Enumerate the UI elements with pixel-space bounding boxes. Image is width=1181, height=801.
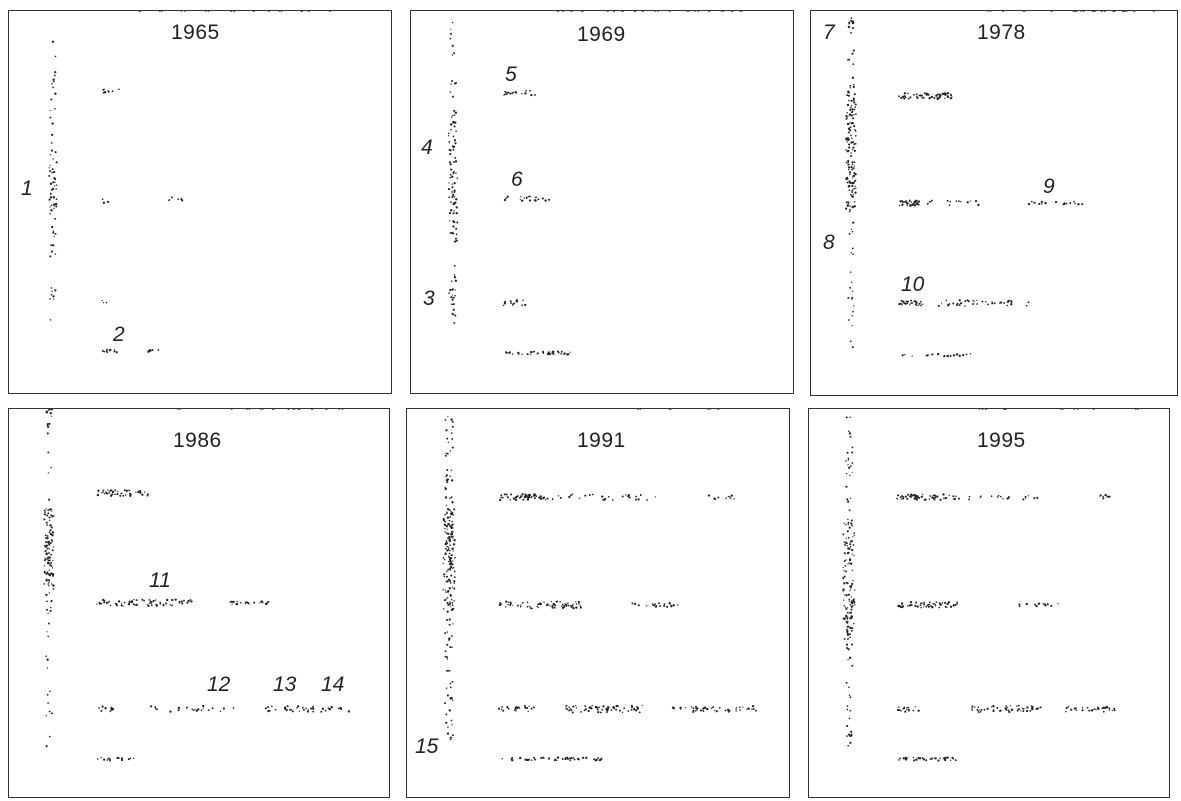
panel-year: 1986 [173, 429, 222, 452]
scatter-1969 [447, 11, 743, 356]
panel-year: 1978 [977, 21, 1026, 44]
panel-1995: 1995 [808, 408, 1170, 798]
cluster-label: 5 [505, 63, 517, 86]
panel-year: 1969 [577, 23, 626, 46]
panel-1991: 1991 15 [406, 408, 790, 798]
panel-1965: 1965 1 2 [8, 10, 392, 394]
cluster-label: 10 [901, 273, 925, 296]
panel-1986: 1986 11 12 13 14 [8, 408, 390, 798]
scatter-1965 [48, 11, 331, 354]
cluster-label: 2 [113, 323, 125, 346]
cluster-label: 1 [21, 177, 33, 200]
panel-1978: 1978 7 9 8 10 [810, 10, 1178, 396]
cluster-label: 7 [823, 21, 835, 44]
cluster-label: 9 [1043, 175, 1055, 198]
cluster-label: 13 [273, 673, 297, 696]
scatter-1978 [844, 11, 1155, 358]
cluster-label: 8 [823, 231, 835, 254]
cluster-label: 15 [415, 735, 439, 758]
panel-year: 1965 [171, 21, 220, 44]
scatter-1986 [43, 409, 351, 762]
scatter-1995 [842, 409, 1139, 762]
cluster-label: 12 [207, 673, 231, 696]
panel-year: 1995 [977, 429, 1026, 452]
cluster-label: 14 [321, 673, 345, 696]
panel-1969: 1969 5 4 6 3 [410, 10, 794, 394]
cluster-label: 11 [149, 569, 171, 592]
panel-year: 1991 [577, 429, 626, 452]
cluster-label: 4 [421, 136, 433, 159]
scatter-1991 [442, 409, 757, 762]
cluster-label: 6 [511, 168, 523, 191]
cluster-label: 3 [423, 287, 435, 310]
